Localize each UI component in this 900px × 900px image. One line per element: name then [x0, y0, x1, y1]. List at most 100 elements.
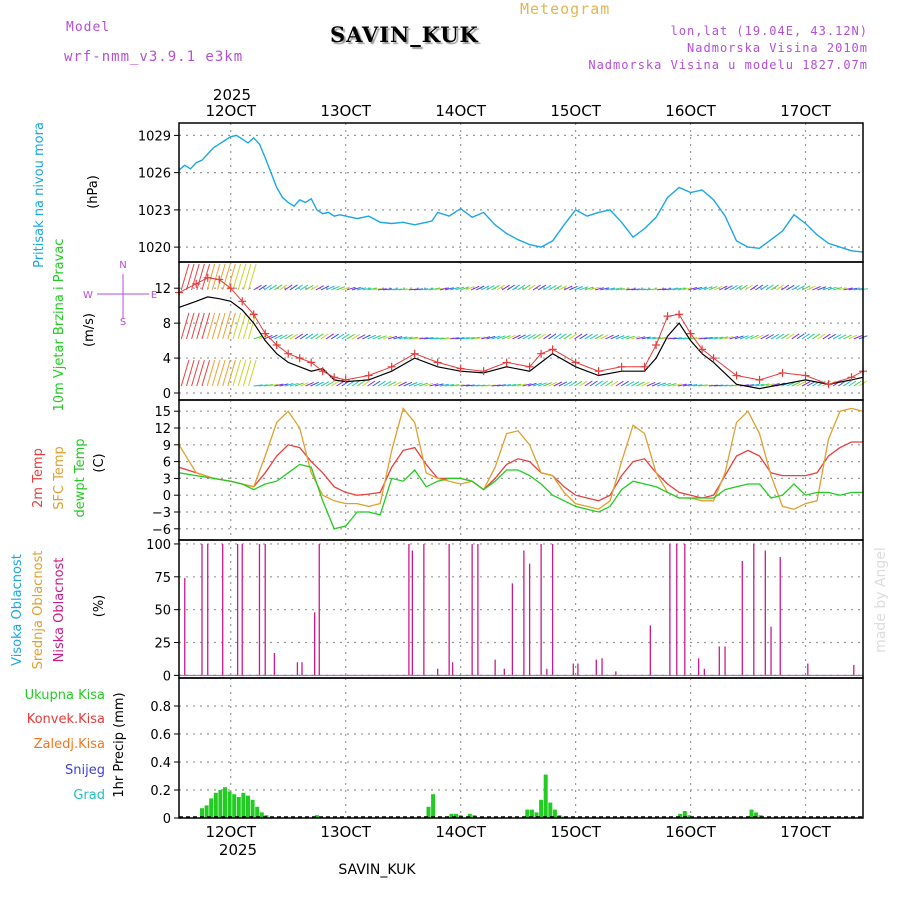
- time-tick-top-3: 15OCT: [550, 102, 601, 120]
- year-label-bottom: 2025: [219, 841, 257, 859]
- wind-gust-marker: [479, 367, 488, 376]
- wind-barb: [300, 382, 309, 387]
- wind-barb: [683, 383, 692, 387]
- wind-barb: [320, 381, 330, 387]
- wind-barb: [191, 312, 200, 340]
- precip-bar: [314, 815, 319, 818]
- wind-barb: [470, 285, 480, 291]
- temp-ytick-label-0: −6: [152, 523, 171, 538]
- wind-barb: [341, 333, 350, 340]
- wind-barb: [770, 382, 780, 387]
- precip-bar: [682, 811, 687, 818]
- wind-barb: [284, 284, 293, 291]
- wind-barb: [775, 333, 785, 340]
- wind-barb: [848, 334, 858, 340]
- wind-barb: [698, 337, 708, 340]
- wind-barb: [708, 336, 718, 340]
- wind-barb: [315, 285, 324, 291]
- wind-barb: [796, 381, 806, 387]
- wind-barb: [579, 333, 588, 340]
- wind-barb: [791, 333, 800, 340]
- wind-barb: [517, 284, 526, 291]
- wind-barb: [517, 334, 526, 340]
- product-title: Meteogram: [520, 0, 611, 18]
- wind-barb: [719, 285, 728, 291]
- wind-barb: [346, 380, 355, 387]
- temp-ylabel: (C): [92, 453, 107, 472]
- wind-barb: [279, 334, 288, 340]
- precip-bar: [687, 815, 692, 818]
- wind-barb: [320, 285, 330, 291]
- wind-barb: [191, 359, 200, 387]
- wind-ylabel: (m/s): [82, 313, 97, 347]
- wind-barb: [408, 336, 418, 340]
- wind-barb: [300, 284, 309, 291]
- wind-barb: [817, 380, 826, 387]
- time-tick-top-1: 13OCT: [320, 102, 371, 120]
- wind-barb: [838, 334, 847, 340]
- wind-barb: [594, 287, 605, 291]
- wind-barb: [827, 333, 836, 340]
- wind-barb: [279, 383, 289, 387]
- model-elevation: Nadmorska Visina u modelu 1827.07m: [588, 58, 868, 72]
- precip-ytick-label-2: 0.4: [150, 756, 171, 771]
- wind-barb: [801, 333, 810, 340]
- time-tick-top-0: 12OCT: [205, 102, 256, 120]
- wind-barb: [620, 380, 629, 387]
- precip-bar: [209, 798, 214, 818]
- wind-barb: [460, 384, 470, 387]
- pressure-title: Pritisak na nivou mora: [32, 122, 47, 268]
- wind-barb: [263, 284, 272, 291]
- precip-bar: [552, 809, 557, 818]
- wind-gust-marker: [548, 345, 557, 354]
- pressure-line: [178, 134, 864, 253]
- wind-barb: [584, 333, 593, 340]
- wind-gust-marker: [502, 358, 511, 367]
- wind-barb: [414, 337, 424, 340]
- wind-barb: [372, 335, 382, 340]
- wind-barb: [600, 380, 609, 387]
- temp-ytick-label-5: 9: [163, 439, 171, 454]
- wind-barb: [693, 286, 703, 291]
- wind-barb: [264, 384, 273, 387]
- wind-barb: [781, 284, 790, 291]
- wind-barb: [201, 359, 211, 387]
- wind-barb: [491, 284, 500, 291]
- precip-bar: [529, 809, 534, 818]
- wind-barb: [450, 286, 460, 291]
- wind-barb: [408, 382, 418, 387]
- cloud-frame: [178, 539, 864, 679]
- wind-barb: [294, 284, 303, 291]
- wind-gust-marker: [732, 371, 741, 380]
- wind-barb: [512, 334, 521, 340]
- precip-bar: [454, 813, 458, 818]
- wind-barb: [641, 381, 651, 387]
- wind-barb: [527, 284, 536, 291]
- wind-compass-legend: N S W E: [83, 260, 157, 328]
- precip-ytick-label-4: 0.8: [150, 700, 171, 715]
- wind-barb: [729, 335, 739, 340]
- precip-bar: [246, 795, 250, 818]
- wind-barb: [377, 380, 386, 387]
- wind-barb: [398, 288, 408, 291]
- wind-ytick-label-1: 4: [163, 352, 171, 367]
- wind-barb: [325, 333, 334, 340]
- wind-gust-marker: [387, 362, 396, 371]
- wind-barb: [367, 334, 377, 340]
- wind-barb: [501, 384, 511, 387]
- precip-graupel-label: Grad: [73, 788, 105, 803]
- wind-barb: [356, 380, 365, 387]
- wind-barb: [439, 287, 449, 291]
- wind-barb: [605, 334, 614, 340]
- wind-barb: [543, 382, 552, 387]
- wind-barb: [688, 287, 698, 291]
- wind-barb: [843, 287, 853, 291]
- wind-barb: [667, 337, 677, 340]
- wind-barb: [294, 382, 304, 387]
- wind-barb: [346, 286, 356, 291]
- wind-barb: [357, 287, 367, 291]
- wind-barb: [693, 384, 703, 387]
- wind-barb: [284, 383, 294, 387]
- wind-barb: [770, 333, 780, 340]
- wind-barb: [227, 359, 236, 387]
